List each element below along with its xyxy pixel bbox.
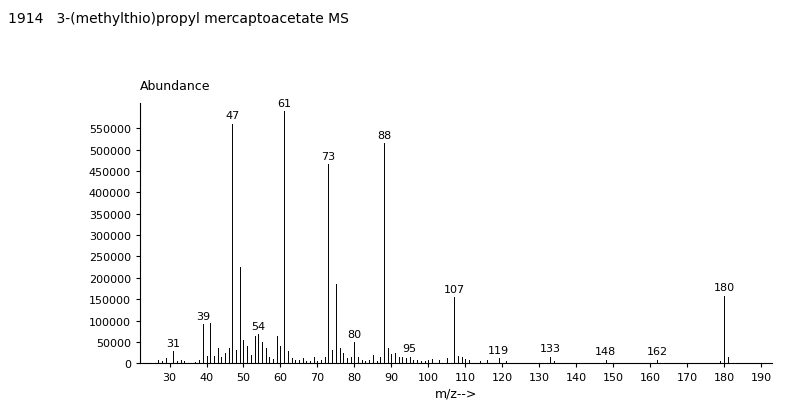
- Text: 133: 133: [540, 344, 561, 354]
- Text: 31: 31: [166, 338, 180, 348]
- Text: 162: 162: [647, 347, 668, 356]
- Text: 61: 61: [277, 98, 291, 108]
- Text: 47: 47: [226, 111, 239, 121]
- Text: 80: 80: [347, 329, 362, 339]
- Text: 1914   3-(methylthio)propyl mercaptoacetate MS: 1914 3-(methylthio)propyl mercaptoacetat…: [8, 12, 349, 26]
- Text: 73: 73: [322, 152, 335, 161]
- Text: 88: 88: [377, 131, 391, 140]
- Text: 148: 148: [595, 347, 616, 356]
- Text: 54: 54: [251, 321, 266, 331]
- Text: 180: 180: [714, 282, 734, 293]
- Text: 95: 95: [402, 344, 417, 354]
- Text: Abundance: Abundance: [140, 80, 210, 93]
- X-axis label: m/z-->: m/z-->: [435, 387, 477, 399]
- Text: 107: 107: [443, 284, 465, 294]
- Text: 39: 39: [196, 311, 210, 321]
- Text: 119: 119: [488, 345, 509, 355]
